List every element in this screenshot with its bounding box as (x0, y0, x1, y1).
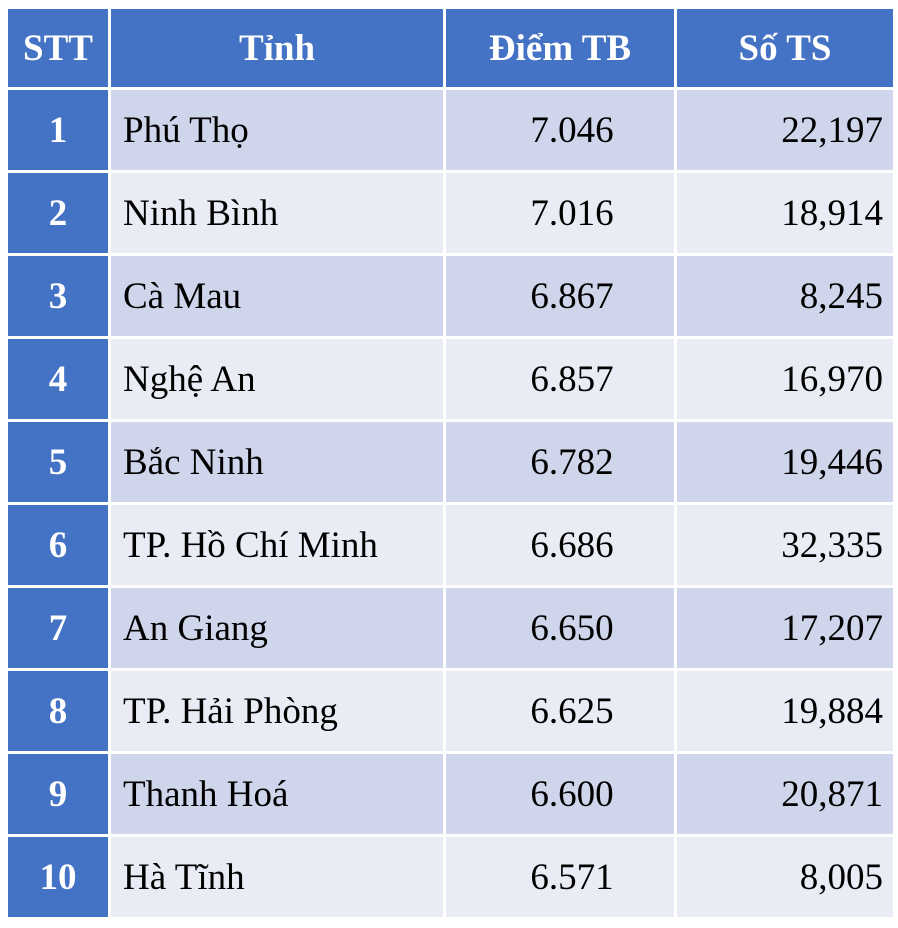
row-score: 6.625 (446, 671, 674, 751)
row-province: Hà Tĩnh (111, 837, 443, 917)
row-score: 7.046 (446, 90, 674, 170)
row-province: Thanh Hoá (111, 754, 443, 834)
row-score: 7.016 (446, 173, 674, 253)
row-province: Nghệ An (111, 339, 443, 419)
table-row: 7 An Giang 6.650 17,207 (8, 588, 893, 668)
row-rank: 3 (8, 256, 108, 336)
table-row: 10 Hà Tĩnh 6.571 8,005 (8, 837, 893, 917)
row-rank: 2 (8, 173, 108, 253)
table-row: 1 Phú Thọ 7.046 22,197 (8, 90, 893, 170)
table-row: 8 TP. Hải Phòng 6.625 19,884 (8, 671, 893, 751)
header-row: STT Tỉnh Điểm TB Số TS (8, 9, 893, 87)
table-row: 3 Cà Mau 6.867 8,245 (8, 256, 893, 336)
row-count: 20,871 (677, 754, 893, 834)
ranking-table: STT Tỉnh Điểm TB Số TS 1 Phú Thọ 7.046 2… (5, 6, 896, 920)
table-row: 4 Nghệ An 6.857 16,970 (8, 339, 893, 419)
table-row: 6 TP. Hồ Chí Minh 6.686 32,335 (8, 505, 893, 585)
row-count: 19,446 (677, 422, 893, 502)
row-count: 8,245 (677, 256, 893, 336)
row-score: 6.686 (446, 505, 674, 585)
row-rank: 8 (8, 671, 108, 751)
row-count: 16,970 (677, 339, 893, 419)
row-rank: 1 (8, 90, 108, 170)
row-rank: 7 (8, 588, 108, 668)
table-row: 5 Bắc Ninh 6.782 19,446 (8, 422, 893, 502)
row-rank: 9 (8, 754, 108, 834)
row-score: 6.571 (446, 837, 674, 917)
row-province: An Giang (111, 588, 443, 668)
row-count: 22,197 (677, 90, 893, 170)
header-stt: STT (8, 9, 108, 87)
row-rank: 5 (8, 422, 108, 502)
row-count: 18,914 (677, 173, 893, 253)
row-province: Cà Mau (111, 256, 443, 336)
row-score: 6.650 (446, 588, 674, 668)
row-count: 32,335 (677, 505, 893, 585)
table-row: 2 Ninh Bình 7.016 18,914 (8, 173, 893, 253)
row-score: 6.867 (446, 256, 674, 336)
header-count: Số TS (677, 9, 893, 87)
row-province: TP. Hồ Chí Minh (111, 505, 443, 585)
row-province: Ninh Bình (111, 173, 443, 253)
row-rank: 4 (8, 339, 108, 419)
ranking-table-frame: STT Tỉnh Điểm TB Số TS 1 Phú Thọ 7.046 2… (5, 6, 893, 924)
row-count: 8,005 (677, 837, 893, 917)
row-score: 6.782 (446, 422, 674, 502)
header-province: Tỉnh (111, 9, 443, 87)
row-count: 17,207 (677, 588, 893, 668)
header-score: Điểm TB (446, 9, 674, 87)
row-score: 6.857 (446, 339, 674, 419)
table-row: 9 Thanh Hoá 6.600 20,871 (8, 754, 893, 834)
row-province: Bắc Ninh (111, 422, 443, 502)
row-province: Phú Thọ (111, 90, 443, 170)
row-score: 6.600 (446, 754, 674, 834)
row-province: TP. Hải Phòng (111, 671, 443, 751)
row-count: 19,884 (677, 671, 893, 751)
row-rank: 10 (8, 837, 108, 917)
row-rank: 6 (8, 505, 108, 585)
